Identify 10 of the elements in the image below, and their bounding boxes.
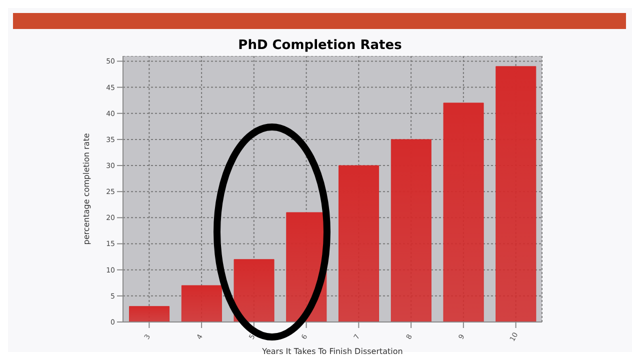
bar (181, 285, 222, 322)
bar (443, 102, 484, 322)
chart-title: PhD Completion Rates (237, 38, 403, 53)
bar (338, 165, 380, 322)
bar (129, 306, 170, 322)
bar (390, 139, 432, 322)
y-axis-title: percentage completion rate (82, 133, 91, 245)
bar (234, 259, 274, 322)
bar (496, 66, 536, 322)
x-axis-title: Years It Takes To Finish Dissertation (261, 347, 403, 356)
